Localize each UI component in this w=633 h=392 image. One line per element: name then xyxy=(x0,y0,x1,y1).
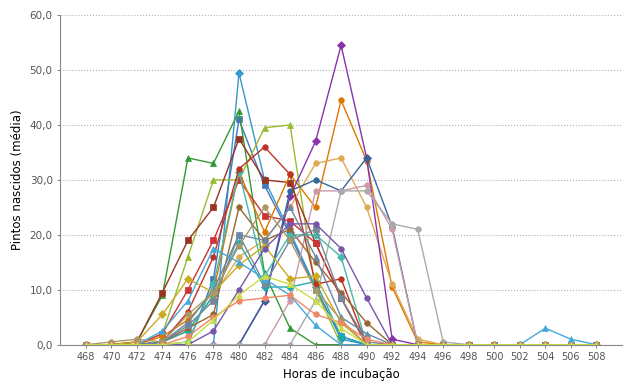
X-axis label: Horas de incubação: Horas de incubação xyxy=(283,368,399,381)
Y-axis label: Pintos nascidos (média): Pintos nascidos (média) xyxy=(11,110,24,250)
